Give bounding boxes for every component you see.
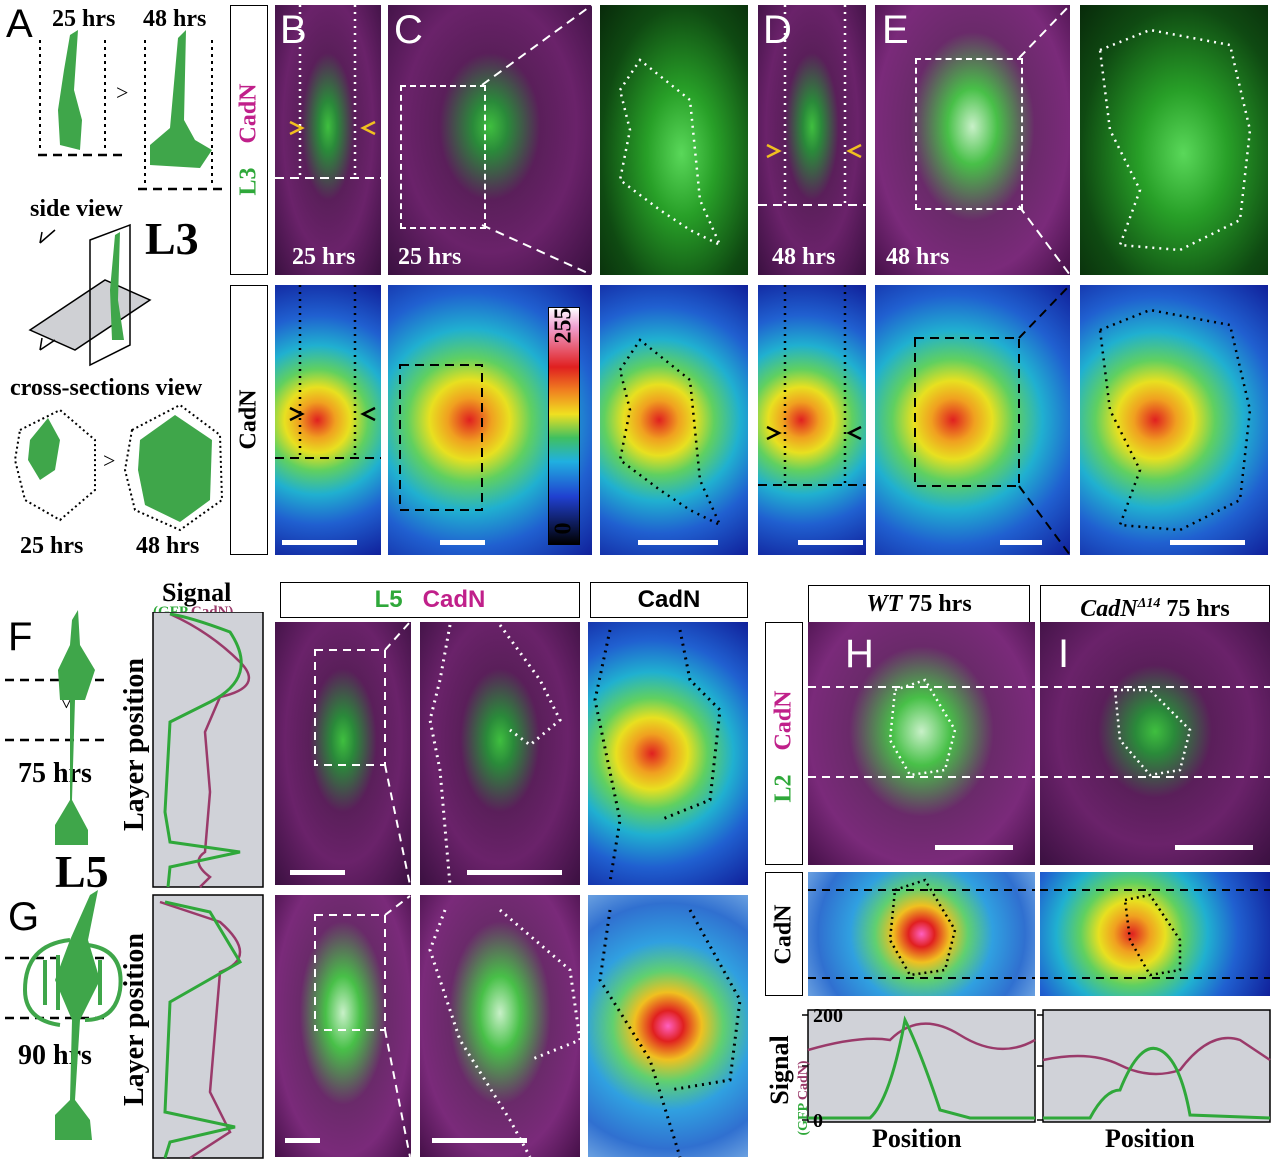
header-mutant-sup: Δ14 <box>1138 596 1161 611</box>
header-time: 75 hrs <box>908 591 971 617</box>
y-tick-label: 0 <box>813 1110 823 1133</box>
header-box: CadNΔ14 75 hrs <box>1040 585 1270 623</box>
x-axis-label: Position <box>872 1124 962 1154</box>
header-l5: L5 <box>375 586 403 613</box>
axis-label: Layer position <box>119 946 151 1106</box>
legend-gfp: (GFP <box>796 1104 811 1136</box>
header-mutant: CadN <box>1080 596 1137 622</box>
header-box: CadN <box>590 582 748 618</box>
overlays-hi <box>760 620 1272 1159</box>
signal-legend: (GFP CadN) <box>796 1038 812 1158</box>
x-axis-label: Position <box>1105 1124 1195 1154</box>
header-box: L5 CadN <box>280 582 580 618</box>
header-wt: WT <box>866 591 902 617</box>
overlays-fg <box>270 620 755 1159</box>
axis-label: Layer position <box>119 671 151 831</box>
overlays <box>0 0 1272 560</box>
axis-label: Signal <box>765 1020 795 1120</box>
header-time: 75 hrs <box>1166 596 1229 622</box>
figure: A 25 hrs 48 hrs > side view L3 cross-sec… <box>0 0 1272 1159</box>
header-box: WT 75 hrs <box>808 585 1030 623</box>
profiles-fg <box>150 612 265 1159</box>
y-tick-label: 200 <box>813 1005 843 1028</box>
header-cadn: CadN <box>423 586 486 613</box>
legend-cadn: CadN) <box>796 1060 811 1100</box>
